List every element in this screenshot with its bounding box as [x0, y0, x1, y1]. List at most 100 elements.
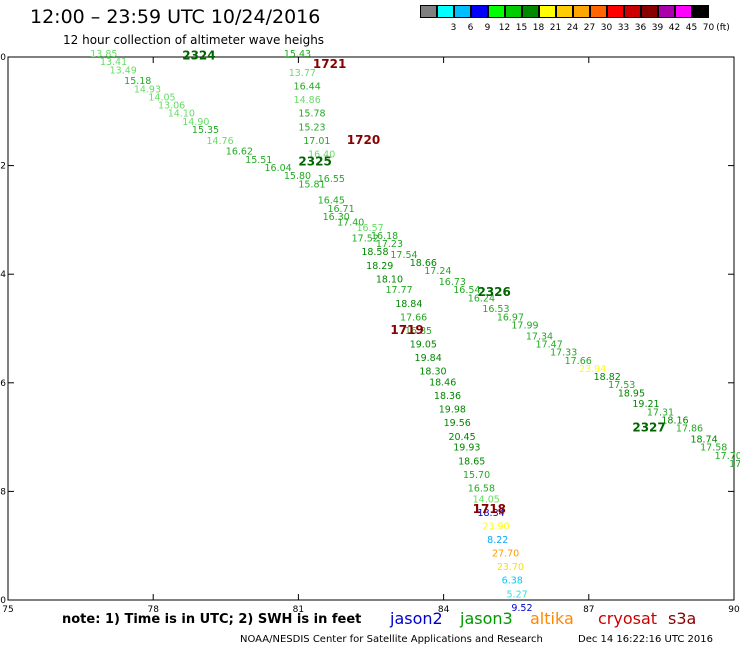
swh-value: 17.66	[565, 356, 592, 367]
scale-label: 18	[532, 23, 545, 33]
credit-line: NOAA/NESDIS Center for Satellite Applica…	[240, 634, 543, 645]
swh-value: 17.66	[400, 312, 427, 323]
swh-value: 16.85	[405, 326, 432, 337]
lat-tick-label: -50	[0, 53, 6, 63]
scale-swatch	[539, 5, 556, 18]
swh-value: 23.94	[579, 364, 606, 375]
swh-value: 19.56	[444, 418, 471, 429]
swh-value: 18.65	[458, 456, 485, 467]
swh-value: 15.70	[463, 470, 490, 481]
swh-value: 18.95	[618, 388, 645, 399]
scale-label: 45	[685, 23, 698, 33]
swh-value: 19.21	[632, 399, 659, 410]
legend-cryosat: cryosat	[598, 609, 658, 628]
scale-label: 21	[549, 23, 562, 33]
swh-value: 16.73	[439, 277, 466, 288]
swh-value: 16.24	[468, 293, 495, 304]
swh-value: 17.77	[386, 285, 413, 296]
footnote: note: 1) Time is in UTC; 2) SWH is in fe…	[62, 612, 362, 627]
swh-value: 17.58	[700, 443, 727, 454]
swh-value: 16.18	[371, 231, 398, 242]
swh-value: 16.58	[468, 483, 495, 494]
swh-value: 13.49	[110, 65, 137, 76]
swh-value: 18.34	[477, 508, 504, 519]
swh-value: 13.06	[158, 101, 185, 112]
pass-label: 1720	[347, 133, 380, 147]
map-border	[7, 56, 735, 601]
swh-value: 17.33	[550, 348, 577, 359]
swh-value: 18.29	[366, 261, 393, 272]
swh-value: 18.30	[419, 367, 446, 378]
swh-value: 19.98	[439, 405, 466, 416]
swh-value: 16.62	[226, 147, 253, 158]
scale-swatch	[437, 5, 454, 18]
scale-swatch	[692, 5, 709, 18]
swh-value: 18.10	[376, 274, 403, 285]
swh-value: 15.18	[124, 76, 151, 87]
swh-value: 16.54	[453, 285, 480, 296]
lat-tick-label: -52	[0, 162, 6, 172]
swh-value: 13.41	[100, 57, 127, 68]
swh-value: 16.57	[356, 223, 383, 234]
swh-value: 18.36	[434, 391, 461, 402]
legend-s3a: s3a	[668, 609, 697, 628]
swh-value: 16.71	[327, 204, 354, 215]
swh-value: 15.23	[298, 122, 325, 133]
swh-value: 17.31	[647, 407, 674, 418]
swh-value: 16.40	[308, 149, 335, 160]
swh-value: 13.85	[90, 49, 117, 60]
swh-value: 20.45	[448, 432, 475, 443]
swh-value: 15.81	[298, 179, 325, 190]
swh-value: 14.05	[148, 92, 175, 103]
swh-value: 19.84	[415, 353, 442, 364]
scale-label: 27	[583, 23, 596, 33]
lat-tick-label: -60	[0, 596, 6, 606]
swh-value: 16.44	[294, 82, 321, 93]
swh-value: 23.70	[497, 562, 524, 573]
swh-value: 16.04	[265, 163, 292, 174]
scale-swatch	[454, 5, 471, 18]
pass-label: 1719	[390, 323, 423, 337]
lon-tick-label: 90	[728, 605, 740, 615]
scale-swatch	[522, 5, 539, 18]
scale-label: 3	[450, 23, 457, 33]
scale-swatch	[488, 5, 505, 18]
scale-label: 39	[651, 23, 664, 33]
pass-label: 2327	[632, 421, 665, 435]
scale-swatch	[607, 5, 624, 18]
swh-value: 17.70	[715, 451, 740, 462]
lon-tick-label: 78	[147, 605, 159, 615]
swh-value: 14.93	[134, 84, 161, 95]
swh-value: 18.74	[690, 435, 717, 446]
swh-value: 13.77	[289, 68, 316, 79]
swh-value: 14.90	[182, 117, 209, 128]
swh-value: 18.82	[594, 372, 621, 383]
map-frame	[7, 56, 735, 601]
pass-label: 2326	[477, 285, 510, 299]
swh-value: 17.59	[729, 459, 740, 470]
map-point-labels: 13.8513.4113.4915.1814.9314.0513.0614.10…	[90, 49, 740, 614]
swh-value: 17.53	[608, 380, 635, 391]
swh-value: 17.52	[352, 234, 379, 245]
scale-label: 30	[600, 23, 613, 33]
generation-timestamp: Dec 14 16:22:16 UTC 2016	[578, 634, 713, 645]
swh-value: 16.30	[323, 212, 350, 223]
swh-value: 17.23	[376, 239, 403, 250]
lat-tick-label: -58	[0, 487, 6, 497]
swh-value: 18.66	[410, 258, 437, 269]
scale-label: 24	[566, 23, 579, 33]
swh-value: 14.86	[294, 95, 321, 106]
map-pass-labels: 2324 1721 1720 2325 2326 1719 2327 1718	[182, 49, 666, 516]
scale-swatch	[624, 5, 641, 18]
swh-value: 23.90	[482, 521, 509, 532]
scale-swatch	[658, 5, 675, 18]
scale-swatch	[505, 5, 522, 18]
lat-tick-label: -54	[0, 270, 6, 280]
scale-label: 15	[515, 23, 528, 33]
swh-value: 14.76	[206, 136, 233, 147]
swh-value: 16.53	[482, 304, 509, 315]
swh-value: 8.22	[487, 535, 508, 546]
swh-value: 5.27	[507, 589, 528, 600]
lat-tick-label: -56	[0, 379, 6, 389]
